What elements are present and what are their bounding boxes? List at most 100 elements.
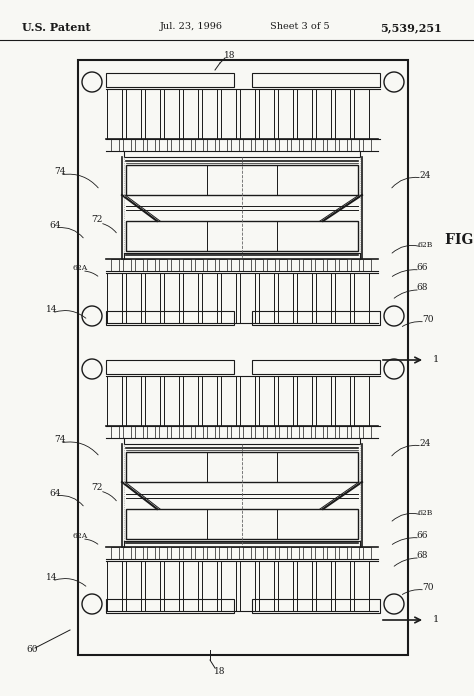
Bar [107, 89, 122, 139]
Bar [171, 259, 179, 271]
Bar [195, 547, 203, 559]
Text: 74: 74 [54, 436, 66, 445]
Text: 66: 66 [416, 264, 428, 273]
Bar [164, 273, 179, 323]
Bar [291, 547, 299, 559]
Bar [303, 426, 311, 438]
Text: 60: 60 [26, 645, 38, 654]
Bar [159, 547, 167, 559]
Text: 5,539,251: 5,539,251 [380, 22, 442, 33]
Text: 14: 14 [46, 574, 58, 583]
Bar [297, 376, 312, 426]
Bar [221, 376, 236, 426]
Bar [207, 259, 215, 271]
Bar [267, 259, 275, 271]
Bar [255, 139, 263, 151]
Bar [231, 426, 239, 438]
Text: Jul. 23, 1996: Jul. 23, 1996 [160, 22, 223, 31]
Bar [123, 259, 131, 271]
Bar [316, 376, 331, 426]
Bar [279, 259, 287, 271]
Bar [335, 561, 350, 611]
Bar [243, 259, 251, 271]
Bar [111, 426, 119, 438]
Text: 24: 24 [419, 438, 431, 448]
Bar [145, 273, 160, 323]
Bar [78, 60, 408, 655]
Text: FIG. 4: FIG. 4 [445, 233, 474, 247]
Bar [221, 561, 236, 611]
Bar [126, 221, 358, 251]
Bar [351, 139, 359, 151]
Bar [106, 599, 234, 613]
Bar [279, 139, 287, 151]
Text: 64: 64 [49, 489, 61, 498]
Text: 72: 72 [91, 216, 103, 225]
Bar [255, 259, 263, 271]
Bar [126, 452, 358, 482]
Bar [219, 547, 227, 559]
Text: Sheet 3 of 5: Sheet 3 of 5 [270, 22, 329, 31]
Bar [195, 426, 203, 438]
Bar [297, 561, 312, 611]
Bar [278, 561, 293, 611]
Bar [316, 561, 331, 611]
Bar [315, 426, 323, 438]
Bar [278, 273, 293, 323]
Bar [231, 139, 239, 151]
Bar [279, 547, 287, 559]
Bar [164, 376, 179, 426]
Bar [147, 259, 155, 271]
Text: 68: 68 [416, 551, 428, 560]
Bar [126, 561, 141, 611]
Bar [195, 139, 203, 151]
Bar [252, 599, 380, 613]
Bar [159, 259, 167, 271]
Bar [243, 426, 251, 438]
Text: 62B: 62B [417, 241, 433, 249]
Bar [252, 311, 380, 325]
Bar [135, 426, 143, 438]
Bar [171, 547, 179, 559]
Bar [255, 426, 263, 438]
Bar [183, 139, 191, 151]
Bar [363, 139, 371, 151]
Bar [335, 89, 350, 139]
Bar [354, 89, 369, 139]
Bar [259, 89, 274, 139]
Bar [164, 89, 179, 139]
Bar [183, 273, 198, 323]
Bar [351, 259, 359, 271]
Bar [291, 259, 299, 271]
Bar [363, 426, 371, 438]
Bar [195, 259, 203, 271]
Text: 62A: 62A [73, 264, 88, 272]
Bar [202, 561, 217, 611]
Bar [243, 139, 251, 151]
Bar [252, 360, 380, 374]
Bar [297, 273, 312, 323]
Bar [111, 139, 119, 151]
Bar [351, 426, 359, 438]
Bar [207, 139, 215, 151]
Bar [303, 139, 311, 151]
Bar [202, 376, 217, 426]
Bar [363, 547, 371, 559]
Bar [255, 547, 263, 559]
Bar [183, 259, 191, 271]
Bar [106, 73, 234, 87]
Bar [123, 426, 131, 438]
Text: 1: 1 [433, 356, 439, 365]
Bar [202, 273, 217, 323]
Bar [219, 426, 227, 438]
Bar [259, 376, 274, 426]
Bar [259, 273, 274, 323]
Bar [315, 139, 323, 151]
Bar [351, 547, 359, 559]
Bar [135, 139, 143, 151]
Bar [252, 73, 380, 87]
Bar [240, 273, 255, 323]
Bar [219, 259, 227, 271]
Bar [297, 89, 312, 139]
Bar [207, 547, 215, 559]
